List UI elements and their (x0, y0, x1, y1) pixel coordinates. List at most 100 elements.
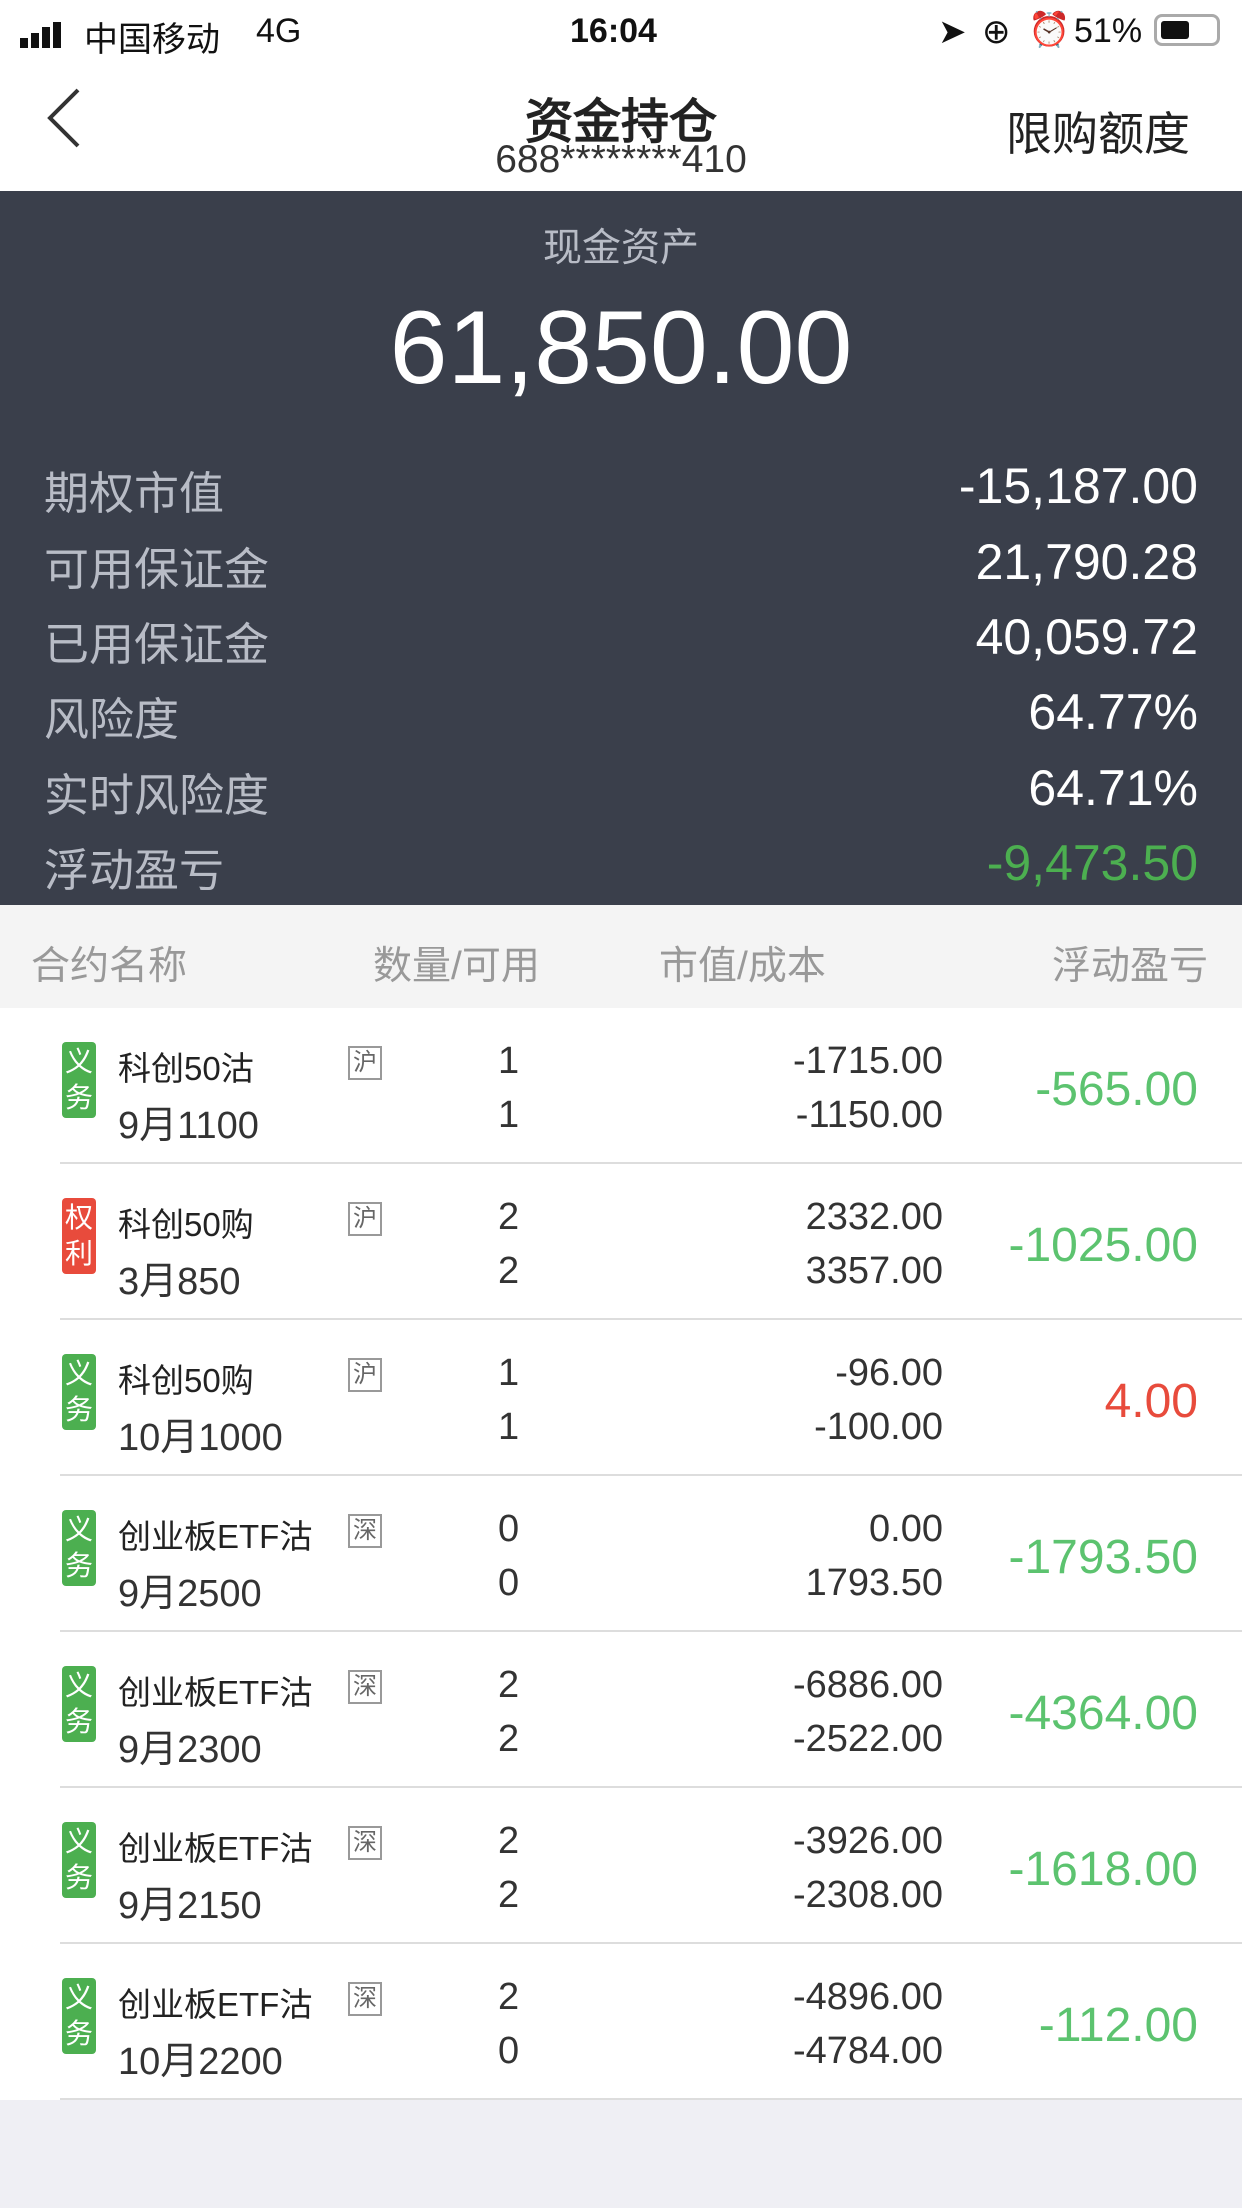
table-row[interactable]: 义务 科创50沽 沪 9月1100 1 1 -1715.00 -1150.00 … (60, 1008, 1242, 1164)
contract-name: 科创50购 (118, 1362, 254, 1399)
exchange-tag: 深 (348, 1514, 382, 1548)
table-row[interactable]: 义务 科创50购 沪 10月1000 1 1 -96.00 -100.00 4.… (60, 1320, 1242, 1476)
quantity: 2 (498, 1664, 520, 1706)
summary-value: 40,059.72 (975, 609, 1198, 665)
contract-expiry-strike: 9月2150 (118, 1885, 262, 1927)
contract-name: 创业板ETF沽 (118, 1830, 313, 1867)
market-value: -96.00 (835, 1352, 943, 1394)
summary-value: 64.71% (1028, 760, 1198, 816)
market-value: -3926.00 (792, 1820, 943, 1862)
table-row[interactable]: 义务 创业板ETF沽 深 9月2300 2 2 -6886.00 -2522.0… (60, 1632, 1242, 1788)
position-type-badge: 义务 (62, 1978, 96, 2054)
cost: -4784.00 (792, 2030, 943, 2072)
position-type-badge: 义务 (62, 1354, 96, 1430)
exchange-tag: 深 (348, 1982, 382, 2016)
carrier: 中国移动 (84, 21, 220, 59)
floating-pnl: -112.00 (1038, 1999, 1198, 2052)
header-qty: 数量/可用 (373, 945, 540, 988)
header-value: 市值/成本 (659, 945, 826, 988)
asset-summary: 现金资产 61,850.00 期权市值 -15,187.00 可用保证金 21,… (0, 191, 1242, 905)
contract-expiry-strike: 3月850 (118, 1261, 241, 1303)
position-type-badge: 义务 (62, 1042, 96, 1118)
quantity: 2 (498, 1820, 520, 1862)
table-row[interactable]: 权利 科创50购 沪 3月850 2 2 2332.00 3357.00 -10… (60, 1164, 1242, 1320)
position-type-badge: 权利 (62, 1198, 96, 1274)
cash-label: 现金资产 (542, 227, 699, 270)
floating-pnl: -1025.00 (1008, 1219, 1199, 1272)
market-value: -4896.00 (792, 1976, 943, 2018)
floating-pnl-value: -9,473.50 (986, 835, 1198, 891)
exchange-tag: 沪 (348, 1202, 382, 1236)
market-value: 2332.00 (805, 1196, 943, 1238)
cost: -1150.00 (795, 1094, 943, 1136)
summary-value: 21,790.28 (975, 534, 1198, 590)
table-header: 合约名称 数量/可用 市值/成本 浮动盈亏 (0, 905, 1242, 1008)
available-quantity: 2 (498, 1874, 520, 1916)
available-quantity: 2 (498, 1718, 520, 1760)
signal-icon (20, 18, 70, 48)
chevron-left-icon (47, 88, 80, 148)
floating-pnl: -4364.00 (1008, 1687, 1199, 1740)
table-row[interactable]: 义务 创业板ETF沽 深 9月2150 2 2 -3926.00 -2308.0… (60, 1788, 1242, 1944)
header-contract: 合约名称 (31, 945, 188, 988)
position-type-badge: 义务 (62, 1822, 96, 1898)
back-button[interactable] (44, 86, 84, 155)
header-pnl: 浮动盈亏 (1051, 945, 1208, 988)
summary-label: 可用保证金 (44, 544, 270, 595)
purchase-limit-button[interactable]: 限购额度 (1006, 108, 1190, 160)
summary-label: 已用保证金 (44, 619, 270, 670)
quantity: 2 (498, 1196, 520, 1238)
exchange-tag: 深 (348, 1670, 382, 1704)
floating-pnl: -1618.00 (1008, 1843, 1199, 1896)
cost: 1793.50 (805, 1562, 943, 1604)
rotation-lock-icon: ⊕ (982, 13, 1011, 51)
quantity: 0 (498, 1508, 520, 1550)
available-quantity: 0 (498, 2030, 520, 2072)
contract-name: 创业板ETF沽 (118, 1518, 313, 1555)
contract-name: 科创50购 (118, 1206, 254, 1243)
summary-label: 期权市值 (44, 468, 225, 519)
table-row[interactable]: 义务 创业板ETF沽 深 10月2200 2 0 -4896.00 -4784.… (60, 1944, 1242, 2100)
contract-expiry-strike: 9月2500 (118, 1573, 262, 1615)
summary-value: -15,187.00 (958, 458, 1198, 514)
floating-pnl: 4.00 (1104, 1375, 1198, 1428)
nav-bar: 资金持仓 688********410 限购额度 (0, 64, 1242, 191)
clock: 16:04 (570, 12, 657, 50)
market-value: 0.00 (869, 1508, 943, 1550)
cost: -2522.00 (792, 1718, 943, 1760)
positions-list: 义务 科创50沽 沪 9月1100 1 1 -1715.00 -1150.00 … (0, 1008, 1242, 2100)
network-type: 4G (256, 12, 302, 50)
battery-percent: 51% (1074, 12, 1143, 50)
position-type-badge: 义务 (62, 1510, 96, 1586)
contract-name: 科创50沽 (118, 1050, 254, 1087)
summary-label: 浮动盈亏 (44, 845, 225, 896)
location-icon: ➤ (938, 13, 967, 51)
quantity: 2 (498, 1976, 520, 2018)
exchange-tag: 沪 (348, 1046, 382, 1080)
cash-value: 61,850.00 (389, 290, 853, 406)
alarm-icon: ⏰ (1028, 11, 1071, 49)
summary-label: 实时风险度 (44, 770, 270, 821)
summary-value: 64.77% (1028, 684, 1198, 740)
cost: 3357.00 (805, 1250, 943, 1292)
contract-name: 创业板ETF沽 (118, 1674, 313, 1711)
floating-pnl: -1793.50 (1008, 1531, 1199, 1584)
available-quantity: 1 (498, 1094, 520, 1136)
summary-label: 风险度 (44, 694, 180, 745)
battery-icon (1154, 14, 1220, 46)
exchange-tag: 沪 (348, 1358, 382, 1392)
cost: -100.00 (814, 1406, 943, 1448)
market-value: -1715.00 (792, 1040, 943, 1082)
status-bar: 中国移动 4G 16:04 ➤ ⊕ ⏰ 51% (0, 0, 1242, 64)
contract-name: 创业板ETF沽 (118, 1986, 313, 2023)
market-value: -6886.00 (792, 1664, 943, 1706)
table-row[interactable]: 义务 创业板ETF沽 深 9月2500 0 0 0.00 1793.50 -17… (60, 1476, 1242, 1632)
quantity: 1 (498, 1040, 520, 1082)
available-quantity: 2 (498, 1250, 520, 1292)
available-quantity: 1 (498, 1406, 520, 1448)
account-number: 688********410 (495, 138, 747, 181)
available-quantity: 0 (498, 1562, 520, 1604)
contract-expiry-strike: 9月2300 (118, 1729, 262, 1771)
contract-expiry-strike: 10月2200 (118, 2041, 283, 2083)
position-type-badge: 义务 (62, 1666, 96, 1742)
